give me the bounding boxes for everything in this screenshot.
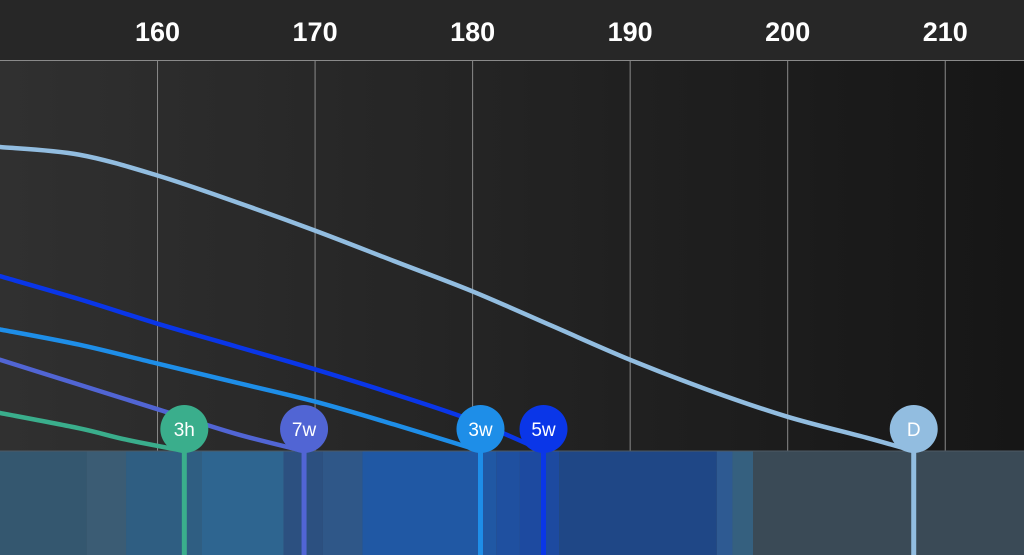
series-curve-7w — [0, 357, 307, 454]
x-tick-label: 170 — [293, 17, 338, 47]
series-markers: D 5w 3w 7w 3h — [160, 405, 938, 555]
strip-band — [496, 451, 520, 555]
strip-band — [126, 451, 202, 555]
strip-band — [732, 451, 754, 555]
series-marker-label: 3w — [468, 420, 493, 441]
series-marker-3h[interactable]: 3h — [160, 405, 209, 453]
series-curve-5w — [0, 273, 546, 454]
strip-band — [362, 451, 497, 555]
x-tick-label: 180 — [450, 17, 495, 47]
series-marker-circle — [280, 405, 329, 453]
series-curve-3h — [0, 410, 187, 454]
series-marker-circle — [160, 405, 209, 453]
strip-band — [716, 451, 733, 555]
series-marker-label: 7w — [292, 420, 317, 441]
strip-band — [201, 451, 284, 555]
series-marker-label: D — [907, 420, 921, 441]
series-marker-circle — [519, 405, 568, 453]
series-marker-7w[interactable]: 7w — [280, 405, 329, 453]
x-axis-ticks: 160 170 180 190 200 210 — [135, 17, 968, 47]
strip-band — [519, 451, 560, 555]
series-marker-D[interactable]: D — [889, 405, 938, 453]
strip-band — [559, 451, 717, 555]
series-marker-5w[interactable]: 5w — [519, 405, 568, 453]
x-tick-label: 210 — [923, 17, 968, 47]
series-marker-3w[interactable]: 3w — [456, 405, 505, 453]
strip-band — [86, 451, 127, 555]
series-curves — [0, 144, 916, 454]
series-curve-D — [0, 144, 916, 454]
series-marker-circle — [456, 405, 505, 453]
grid-lines — [157, 61, 946, 451]
axis-header — [0, 0, 1024, 60]
x-tick-label: 200 — [765, 17, 810, 47]
series-marker-label: 3h — [174, 420, 195, 441]
series-marker-circle — [889, 405, 938, 453]
x-tick-label: 160 — [135, 17, 180, 47]
series-marker-label: 5w — [531, 420, 556, 441]
distance-strip — [0, 450, 1024, 555]
x-tick-label: 190 — [608, 17, 653, 47]
strip-band — [322, 451, 363, 555]
series-curve-3w — [0, 327, 483, 454]
strip-band — [753, 451, 1024, 555]
strip-band — [0, 451, 87, 555]
